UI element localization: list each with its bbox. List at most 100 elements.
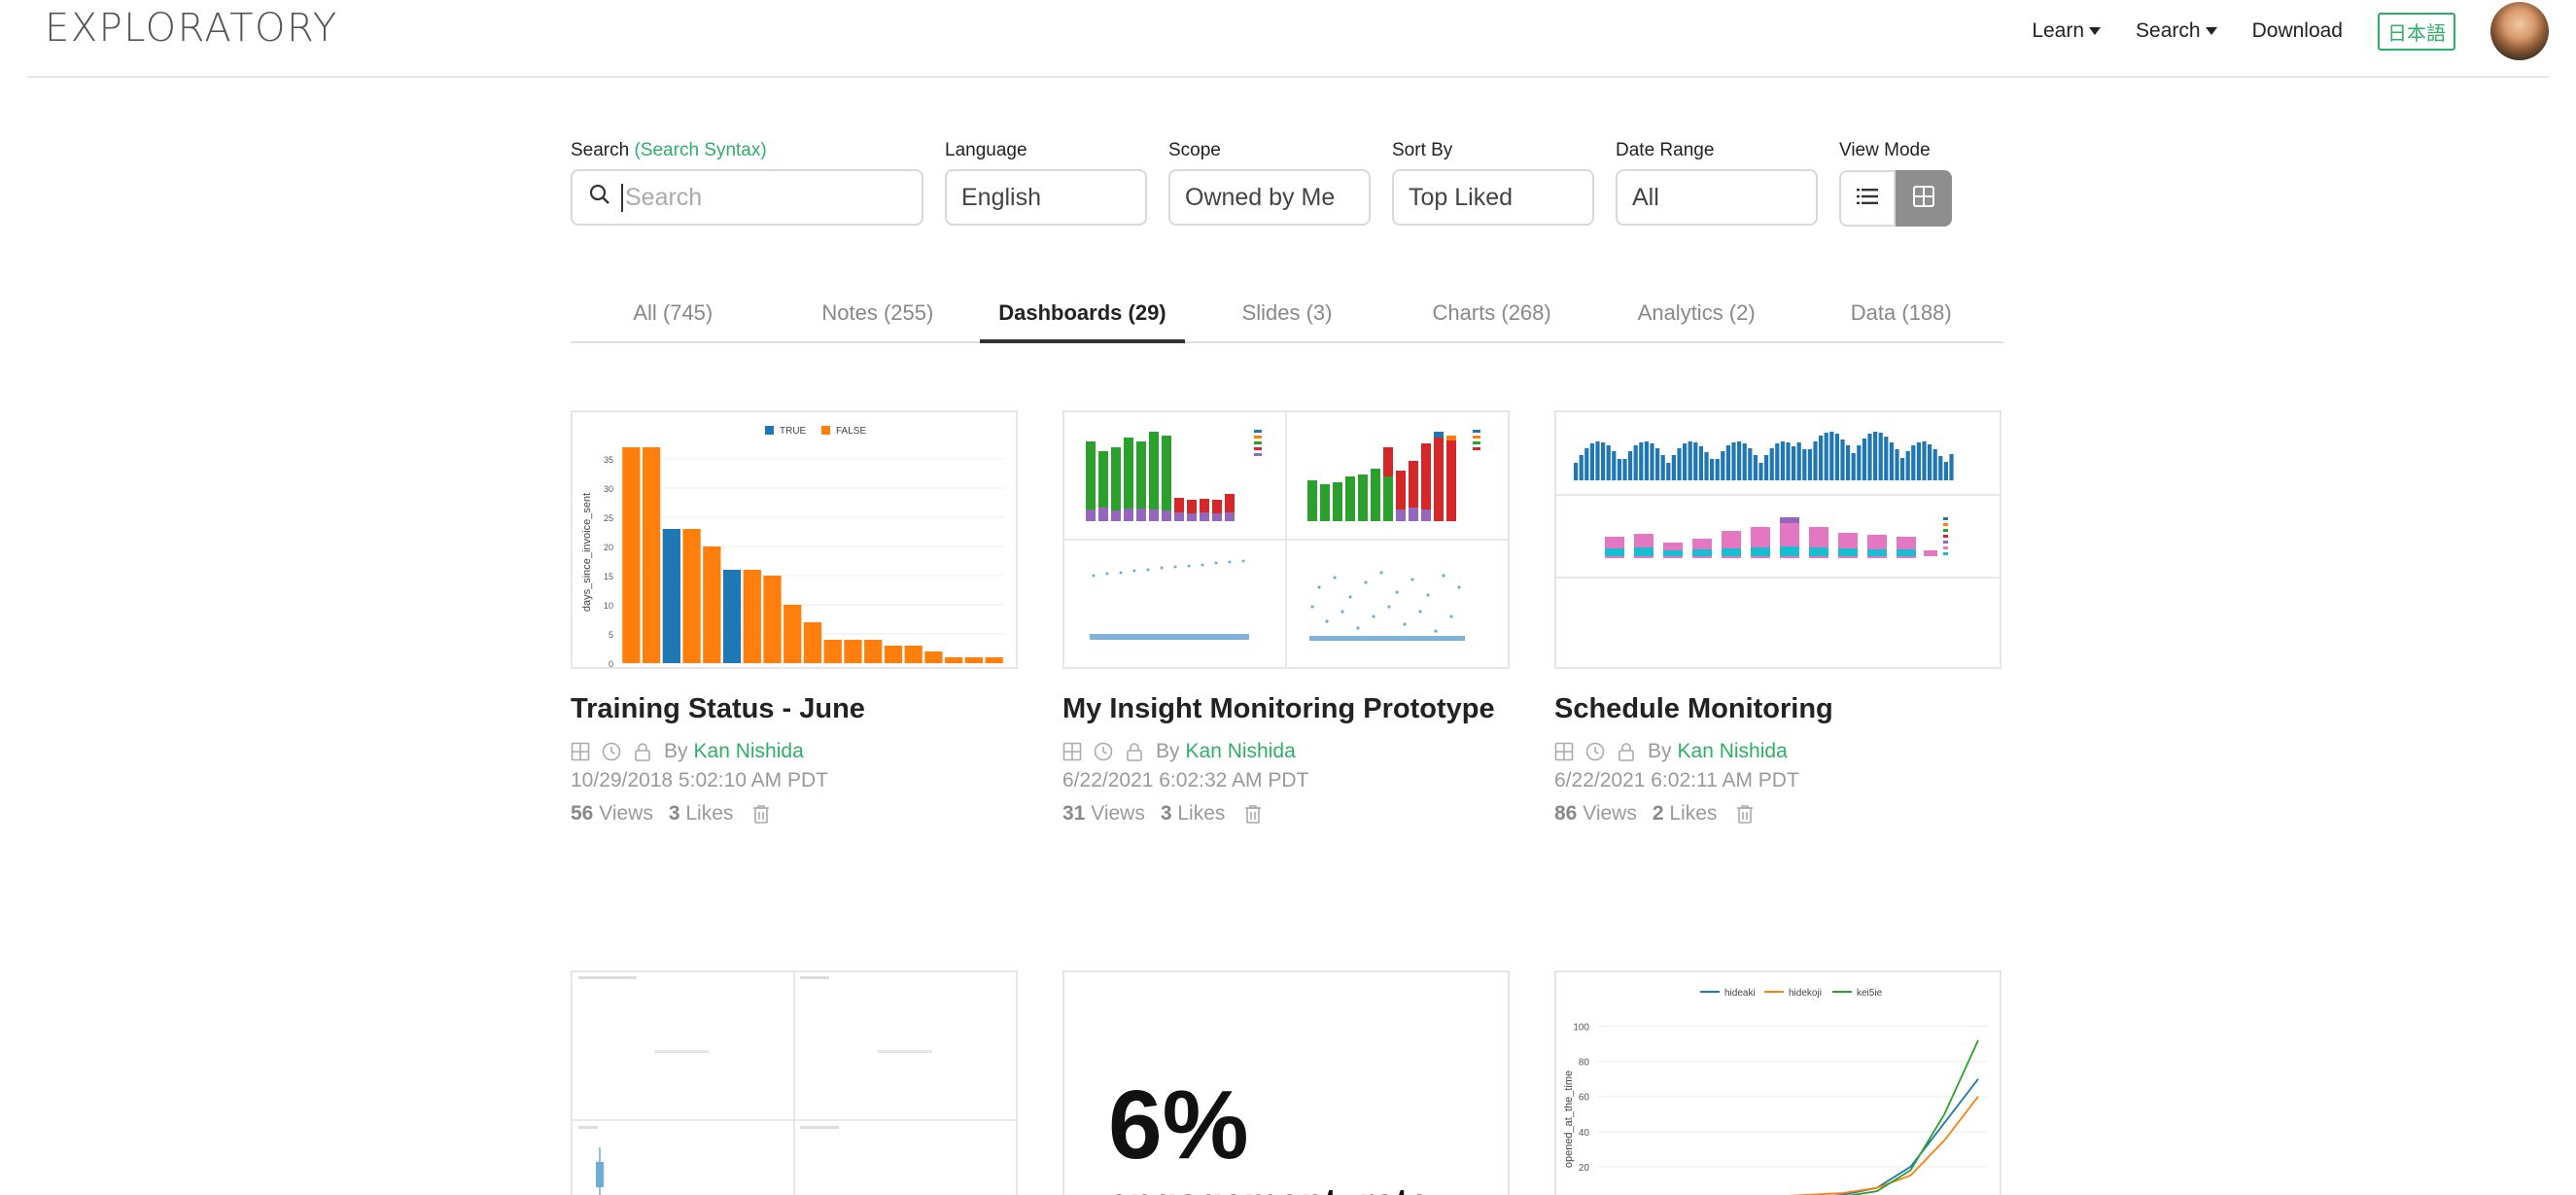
date-range-select[interactable]: All	[1616, 169, 1818, 226]
search-input[interactable]: Search	[571, 169, 923, 226]
preview-bar	[1688, 441, 1692, 480]
preview-bar	[1786, 442, 1791, 480]
preview-bar	[1857, 445, 1862, 480]
nav-learn[interactable]: Learn	[2032, 19, 2102, 43]
scope-select[interactable]: Owned by Me	[1168, 169, 1371, 226]
preview-bar	[1644, 441, 1649, 480]
preview-bar	[1938, 456, 1943, 480]
tab-charts[interactable]: Charts (268)	[1432, 300, 1551, 325]
by-label: By	[664, 740, 688, 762]
card-title[interactable]: Schedule Monitoring	[1554, 693, 1833, 724]
legend-label: FALSE	[836, 426, 866, 437]
nav-search[interactable]: Search	[2136, 19, 2217, 43]
dashboard-card[interactable]	[571, 970, 1018, 1195]
preview-bar	[1769, 448, 1774, 480]
preview-bar	[1601, 442, 1606, 480]
preview-bar	[1802, 449, 1807, 480]
kpi-card[interactable]: 6% engagement_rate	[1062, 970, 1510, 1195]
preview-bar	[1829, 432, 1834, 480]
list-icon	[1856, 187, 1879, 211]
preview-bar	[1851, 453, 1856, 480]
tab-all[interactable]: All (745)	[633, 300, 714, 325]
nav-download[interactable]: Download	[2251, 19, 2343, 42]
preview-bar	[1780, 441, 1785, 480]
dashboard-thumbnail[interactable]	[571, 970, 1018, 1195]
tab-dashboards[interactable]: Dashboards (29)	[980, 290, 1185, 343]
clock-icon	[1094, 742, 1113, 761]
dashboard-card[interactable]: Schedule Monitoring By Kan Nishida 6/22/…	[1554, 410, 2002, 826]
preview-bar	[1916, 442, 1921, 480]
preview-bar	[1884, 437, 1889, 480]
bar	[823, 640, 842, 663]
preview-bar	[1579, 455, 1584, 480]
dashboard-card[interactable]: 100 80 60 40 20 opened_at_the_time hideaki hide…	[1554, 970, 2002, 1195]
tab-data[interactable]: Data (188)	[1850, 300, 1952, 325]
language-toggle-button[interactable]: 日本語	[2378, 12, 2455, 51]
card-meta: By Kan Nishida	[571, 740, 1018, 763]
preview-bar	[1612, 451, 1617, 480]
card-title[interactable]: My Insight Monitoring Prototype	[1062, 693, 1495, 724]
preview-bar	[1873, 432, 1878, 480]
tab-slides[interactable]: Slides (3)	[1241, 300, 1333, 325]
card-meta: By Kan Nishida	[1554, 740, 2002, 763]
preview-bar	[1949, 454, 1954, 480]
dashboard-preview	[1064, 412, 1508, 667]
author-link[interactable]: Kan Nishida	[693, 740, 804, 762]
dashboard-card[interactable]: My Insight Monitoring Prototype By Kan N…	[1062, 410, 1510, 826]
language-select[interactable]: English	[945, 169, 1147, 226]
trash-icon[interactable]	[1244, 804, 1262, 824]
preview-bar	[1671, 455, 1676, 480]
y-tick-label: 25	[604, 513, 613, 523]
preview-bar	[1846, 445, 1851, 480]
kpi-value: 6%	[1108, 1071, 1249, 1179]
dashboard-thumbnail[interactable]: 100 80 60 40 20 opened_at_the_time hideaki hide…	[1554, 970, 2002, 1195]
author-link[interactable]: Kan Nishida	[1185, 740, 1296, 762]
preview-bar	[1905, 451, 1910, 480]
by-label: By	[1156, 740, 1180, 762]
preview-bar	[1758, 463, 1763, 480]
dashboard-thumbnail[interactable]: 0 5 10 15 20 25 30 35 days_since_invoice_sent TRU…	[571, 410, 1018, 669]
author-link[interactable]: Kan Nishida	[1677, 740, 1788, 762]
trash-icon[interactable]	[1736, 804, 1754, 824]
preview-bar	[1737, 441, 1742, 480]
preview-bar	[1764, 455, 1769, 480]
preview-bar	[1862, 439, 1866, 480]
dashboard-thumbnail[interactable]: 6% engagement_rate	[1062, 970, 1510, 1195]
search-filter: Search (Search Syntax) Search	[571, 140, 923, 226]
dashboard-thumbnail[interactable]	[1062, 410, 1510, 669]
preview-bar	[1683, 443, 1688, 480]
preview-bar	[1606, 445, 1611, 480]
dashboard-icon	[1062, 742, 1082, 761]
y-tick-label: 40	[1579, 1128, 1590, 1139]
avatar[interactable]	[2490, 2, 2549, 60]
bar	[703, 546, 721, 663]
preview-bar	[1922, 441, 1927, 480]
search-icon	[588, 183, 611, 213]
y-tick-label: 60	[1579, 1093, 1590, 1104]
logo[interactable]: EXPLORATORY	[45, 6, 338, 51]
likes-count: 3	[668, 802, 680, 825]
bar	[743, 570, 761, 663]
dashboard-thumbnail[interactable]	[1554, 410, 2002, 669]
trash-icon[interactable]	[752, 804, 770, 824]
views-count: 56	[571, 802, 594, 825]
tab-analytics[interactable]: Analytics (2)	[1637, 300, 1756, 325]
tab-notes[interactable]: Notes (255)	[821, 300, 934, 325]
caret-down-icon	[2089, 27, 2102, 35]
dashboard-icon	[1554, 742, 1574, 761]
search-syntax-link[interactable]: (Search Syntax)	[634, 140, 767, 160]
sort-by-select[interactable]: Top Liked	[1392, 169, 1594, 226]
by-label: By	[1648, 740, 1672, 762]
list-view-button[interactable]	[1839, 170, 1896, 227]
view-mode-toggle	[1839, 170, 1952, 227]
preview-bar	[1889, 442, 1894, 480]
nav-search-label: Search	[2136, 19, 2201, 42]
dashboard-card[interactable]: 0 5 10 15 20 25 30 35 days_since_invoice_sent TRU…	[571, 410, 1018, 826]
card-title[interactable]: Training Status - June	[571, 693, 865, 724]
preview-bar	[1792, 446, 1796, 480]
y-tick-label: 10	[604, 601, 613, 611]
legend-swatch	[821, 426, 830, 435]
y-tick-label: 80	[1579, 1058, 1590, 1069]
bar	[924, 651, 943, 663]
grid-view-button[interactable]	[1896, 170, 1952, 227]
